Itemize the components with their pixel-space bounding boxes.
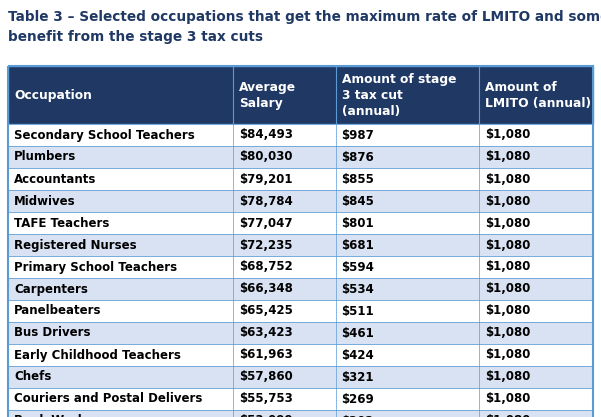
Text: Bus Drivers: Bus Drivers xyxy=(14,327,91,339)
Text: $681: $681 xyxy=(341,239,374,251)
Text: Carpenters: Carpenters xyxy=(14,282,88,296)
Text: $855: $855 xyxy=(341,173,374,186)
Bar xyxy=(8,66,593,124)
Bar xyxy=(8,410,593,417)
Text: $57,860: $57,860 xyxy=(239,370,293,384)
Bar xyxy=(8,234,593,256)
Bar xyxy=(8,146,593,168)
Bar xyxy=(8,256,593,278)
Text: $202: $202 xyxy=(341,414,374,417)
Text: Table 3 – Selected occupations that get the maximum rate of LMITO and some
benef: Table 3 – Selected occupations that get … xyxy=(8,10,601,43)
Text: Couriers and Postal Delivers: Couriers and Postal Delivers xyxy=(14,392,203,405)
Text: $1,080: $1,080 xyxy=(485,414,530,417)
Text: $79,201: $79,201 xyxy=(239,173,293,186)
Text: Accountants: Accountants xyxy=(14,173,96,186)
Bar xyxy=(8,190,593,212)
Text: $845: $845 xyxy=(341,194,374,208)
Text: $68,752: $68,752 xyxy=(239,261,293,274)
Text: $63,423: $63,423 xyxy=(239,327,293,339)
Text: $1,080: $1,080 xyxy=(485,327,530,339)
Text: $53,099: $53,099 xyxy=(239,414,293,417)
Text: $1,080: $1,080 xyxy=(485,349,530,362)
Text: Primary School Teachers: Primary School Teachers xyxy=(14,261,177,274)
Text: $1,080: $1,080 xyxy=(485,392,530,405)
Text: $77,047: $77,047 xyxy=(239,216,293,229)
Text: Secondary School Teachers: Secondary School Teachers xyxy=(14,128,195,141)
Text: $594: $594 xyxy=(341,261,374,274)
Text: $1,080: $1,080 xyxy=(485,261,530,274)
Text: $1,080: $1,080 xyxy=(485,216,530,229)
Bar xyxy=(8,388,593,410)
Bar xyxy=(8,322,593,344)
Text: TAFE Teachers: TAFE Teachers xyxy=(14,216,109,229)
Text: $1,080: $1,080 xyxy=(485,282,530,296)
Text: Registered Nurses: Registered Nurses xyxy=(14,239,136,251)
Text: $534: $534 xyxy=(341,282,374,296)
Text: $1,080: $1,080 xyxy=(485,370,530,384)
Bar xyxy=(8,124,593,146)
Text: $321: $321 xyxy=(341,370,374,384)
Text: Amount of
LMITO (annual): Amount of LMITO (annual) xyxy=(485,80,591,110)
Text: $84,493: $84,493 xyxy=(239,128,293,141)
Text: $1,080: $1,080 xyxy=(485,128,530,141)
Text: $424: $424 xyxy=(341,349,374,362)
Text: $1,080: $1,080 xyxy=(485,304,530,317)
Text: Amount of stage
3 tax cut
(annual): Amount of stage 3 tax cut (annual) xyxy=(341,73,456,118)
Text: $55,753: $55,753 xyxy=(239,392,293,405)
Text: $72,235: $72,235 xyxy=(239,239,293,251)
Text: $80,030: $80,030 xyxy=(239,151,293,163)
Text: $1,080: $1,080 xyxy=(485,173,530,186)
Text: $78,784: $78,784 xyxy=(239,194,293,208)
Text: Average
Salary: Average Salary xyxy=(239,80,296,110)
Text: $1,080: $1,080 xyxy=(485,151,530,163)
Bar xyxy=(8,278,593,300)
Text: Chefs: Chefs xyxy=(14,370,51,384)
Bar xyxy=(8,366,593,388)
Bar xyxy=(8,66,593,417)
Bar xyxy=(8,168,593,190)
Bar xyxy=(8,300,593,322)
Text: Early Childhood Teachers: Early Childhood Teachers xyxy=(14,349,181,362)
Text: $801: $801 xyxy=(341,216,374,229)
Text: $65,425: $65,425 xyxy=(239,304,293,317)
Text: $1,080: $1,080 xyxy=(485,239,530,251)
Text: Bank Workers: Bank Workers xyxy=(14,414,106,417)
Text: Plumbers: Plumbers xyxy=(14,151,76,163)
Text: $876: $876 xyxy=(341,151,374,163)
Text: $66,348: $66,348 xyxy=(239,282,293,296)
Text: $511: $511 xyxy=(341,304,374,317)
Bar xyxy=(8,344,593,366)
Text: $61,963: $61,963 xyxy=(239,349,293,362)
Text: $987: $987 xyxy=(341,128,374,141)
Text: $269: $269 xyxy=(341,392,374,405)
Text: $1,080: $1,080 xyxy=(485,194,530,208)
Bar xyxy=(8,212,593,234)
Text: Panelbeaters: Panelbeaters xyxy=(14,304,102,317)
Text: Occupation: Occupation xyxy=(14,88,92,101)
Text: Midwives: Midwives xyxy=(14,194,76,208)
Text: $461: $461 xyxy=(341,327,374,339)
